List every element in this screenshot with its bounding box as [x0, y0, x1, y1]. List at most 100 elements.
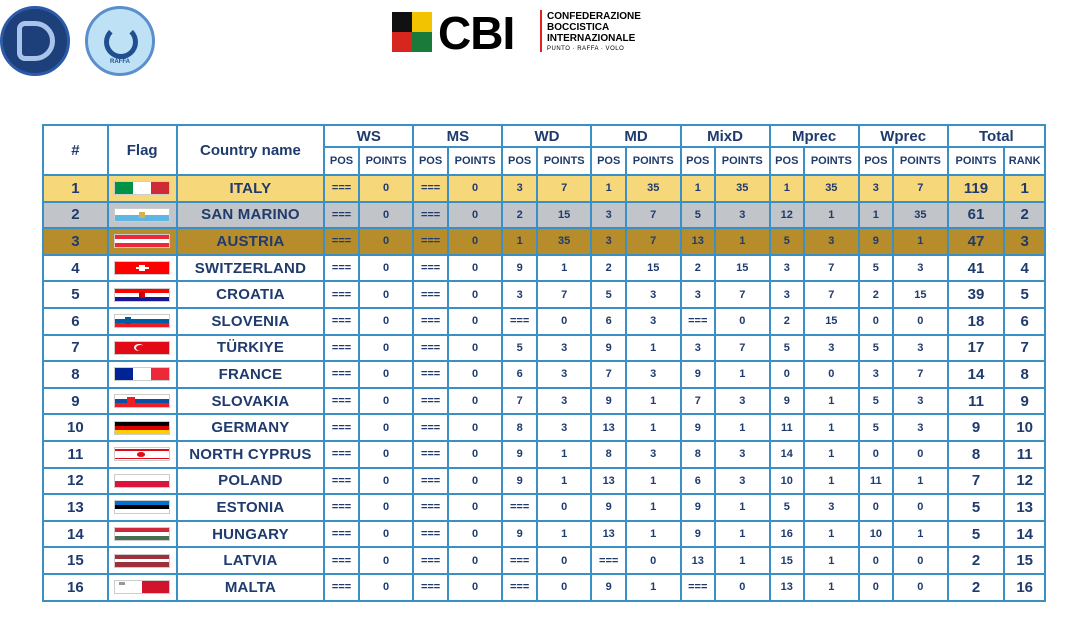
table-row: 10 GERMANY === 0 === 0 8 3 13 1 9 1 11 1 5 3 9 10: [42, 413, 1046, 442]
row-number: 16: [42, 572, 109, 602]
country-name: SAN MARINO: [175, 200, 326, 230]
ws-points-cell: 0: [357, 546, 415, 575]
subheader-pos: POS: [768, 146, 806, 176]
ms-points-cell: 0: [446, 280, 504, 309]
md-pos-cell: 5: [590, 280, 627, 309]
mprec-pos-cell: 16: [768, 519, 806, 549]
subheader-points: POINTS: [624, 146, 682, 176]
ws-points-cell: 0: [357, 253, 415, 283]
wd-pos-cell: 5: [501, 333, 538, 363]
ms-pos-cell: ===: [412, 174, 449, 203]
mixd-pos-cell: 2: [679, 253, 716, 283]
wprec-points-cell: 35: [892, 200, 949, 230]
row-number: 3: [42, 227, 109, 256]
wd-points-cell: 35: [535, 227, 593, 256]
wd-points-cell: 7: [535, 280, 593, 309]
country-name: TÜRKIYE: [175, 333, 326, 363]
subheader-points: POINTS: [892, 146, 949, 176]
row-number: 6: [42, 306, 109, 336]
total-rank-cell: 6: [1003, 306, 1046, 336]
country-name: HUNGARY: [175, 519, 326, 549]
cbi-divider: [540, 10, 542, 52]
md-pos-cell: 6: [590, 306, 627, 336]
flag-si-icon: [114, 314, 171, 329]
wprec-pos-cell: 1: [857, 200, 895, 230]
subheader-pos: POS: [590, 146, 627, 176]
total-points-cell: 5: [946, 519, 1006, 549]
row-number: 10: [42, 413, 109, 442]
md-points-cell: 15: [624, 253, 682, 283]
subheader-points: POINTS: [357, 146, 415, 176]
row-number: 8: [42, 360, 109, 389]
ms-points-cell: 0: [446, 200, 504, 230]
ms-pos-cell: ===: [412, 280, 449, 309]
flag-cell: [106, 466, 178, 496]
ws-pos-cell: ===: [323, 439, 360, 469]
ms-pos-cell: ===: [412, 306, 449, 336]
table-row: 15 LATVIA === 0 === 0 === 0 === 0 13 1 15 1 0 0 2 15: [42, 546, 1046, 575]
mprec-pos-cell: 0: [768, 360, 806, 389]
flag-hr-icon: [114, 287, 171, 302]
flag-cell: [106, 572, 178, 602]
total-rank-cell: 1: [1003, 174, 1046, 203]
wprec-points-cell: 3: [892, 386, 949, 416]
total-points-cell: 2: [946, 572, 1006, 602]
ms-pos-cell: ===: [412, 360, 449, 389]
md-points-cell: 3: [624, 280, 682, 309]
wd-points-cell: 15: [535, 200, 593, 230]
subheader-points: POINTS: [535, 146, 593, 176]
header-ws: WS: [323, 124, 415, 148]
mixd-points-cell: 3: [713, 200, 771, 230]
mixd-points-cell: 1: [713, 519, 771, 549]
flag-de-icon: [114, 420, 171, 435]
wprec-pos-cell: 10: [857, 519, 895, 549]
wprec-pos-cell: 9: [857, 227, 895, 256]
ms-pos-cell: ===: [412, 546, 449, 575]
ms-points-cell: 0: [446, 519, 504, 549]
md-pos-cell: 3: [590, 227, 627, 256]
subheader-pos: POS: [501, 146, 538, 176]
wd-points-cell: 0: [535, 306, 593, 336]
subheader-total-points: POINTS: [946, 146, 1006, 176]
mprec-points-cell: 3: [803, 227, 860, 256]
country-name: SLOVAKIA: [175, 386, 326, 416]
total-points-cell: 119: [946, 174, 1006, 203]
mprec-points-cell: 1: [803, 439, 860, 469]
ws-pos-cell: ===: [323, 200, 360, 230]
wd-pos-cell: 8: [501, 413, 538, 442]
ws-points-cell: 0: [357, 413, 415, 442]
wd-pos-cell: 7: [501, 386, 538, 416]
table-row: 11 NORTH CYPRUS === 0 === 0 9 1 8 3 8 3 14 1 0 0 8 11: [42, 439, 1046, 469]
table-row: 13 ESTONIA === 0 === 0 === 0 9 1 9 1 5 3 0 0 5 13: [42, 493, 1046, 522]
table-row: 8 FRANCE === 0 === 0 6 3 7 3 9 1 0 0 3 7 14 8: [42, 360, 1046, 389]
mixd-points-cell: 7: [713, 333, 771, 363]
total-points-cell: 18: [946, 306, 1006, 336]
mixd-points-cell: 1: [713, 360, 771, 389]
mprec-points-cell: 1: [803, 386, 860, 416]
country-name: NORTH CYPRUS: [175, 439, 326, 469]
federation-logo-left: [0, 6, 70, 76]
mixd-pos-cell: 5: [679, 200, 716, 230]
total-points-cell: 17: [946, 333, 1006, 363]
row-number: 9: [42, 386, 109, 416]
flag-tr-icon: [114, 340, 171, 355]
cbi-disciplines: PUNTO · RAFFA · VOLO: [547, 46, 625, 52]
ms-pos-cell: ===: [412, 439, 449, 469]
country-name: GERMANY: [175, 413, 326, 442]
mixd-pos-cell: ===: [679, 572, 716, 602]
md-points-cell: 7: [624, 227, 682, 256]
table-row: 6 SLOVENIA === 0 === 0 === 0 6 3 === 0 2 15 0 0 18 6: [42, 306, 1046, 336]
md-pos-cell: 13: [590, 466, 627, 496]
mprec-points-cell: 3: [803, 333, 860, 363]
total-rank-cell: 10: [1003, 413, 1046, 442]
wprec-points-cell: 0: [892, 439, 949, 469]
wprec-pos-cell: 0: [857, 493, 895, 522]
cbi-title: CBI: [438, 7, 515, 59]
flag-cell: [106, 253, 178, 283]
subheader-points: POINTS: [446, 146, 504, 176]
ms-pos-cell: ===: [412, 493, 449, 522]
total-points-cell: 11: [946, 386, 1006, 416]
ms-pos-cell: ===: [412, 253, 449, 283]
md-pos-cell: 9: [590, 333, 627, 363]
ws-points-cell: 0: [357, 519, 415, 549]
